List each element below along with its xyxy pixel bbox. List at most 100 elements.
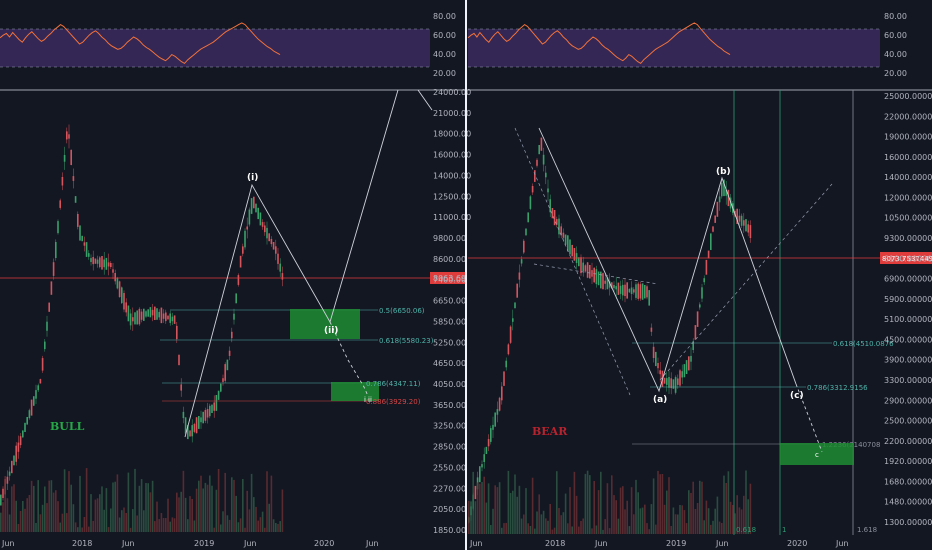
candle-body bbox=[556, 219, 558, 225]
volume-bar bbox=[8, 514, 11, 532]
volume-bar bbox=[622, 486, 624, 534]
right-price-tick: 5900.00000000 bbox=[884, 295, 932, 304]
volume-bar bbox=[169, 521, 171, 532]
left-time-tick: Jun bbox=[1, 539, 15, 548]
volume-bar bbox=[165, 518, 167, 532]
volume-bar bbox=[575, 495, 578, 534]
candle-body bbox=[569, 239, 571, 255]
candle-body bbox=[178, 354, 180, 366]
volume-bar bbox=[536, 511, 538, 534]
candle-body bbox=[90, 258, 92, 262]
candle-body bbox=[59, 200, 61, 208]
volume-bar bbox=[237, 522, 240, 532]
volume-bar bbox=[696, 503, 699, 534]
left-time-tick: Jun bbox=[121, 539, 135, 548]
candle-body bbox=[279, 263, 281, 272]
candle-body bbox=[652, 346, 655, 358]
candle-body bbox=[591, 270, 593, 277]
candle-body bbox=[33, 396, 35, 406]
left-rsi-tick: 40.00 bbox=[433, 50, 456, 59]
candle-body bbox=[553, 210, 556, 226]
volume-bar bbox=[512, 490, 514, 534]
right-chart-panel[interactable]: 80.00 60.00 40.00 20.00 8073.75374498 0.618… bbox=[467, 12, 932, 548]
right-target-zone[interactable] bbox=[780, 443, 854, 465]
volume-bar bbox=[569, 487, 571, 534]
candle-body bbox=[147, 309, 149, 317]
volume-bar bbox=[147, 483, 149, 532]
candle-body bbox=[551, 208, 554, 219]
volume-bar bbox=[50, 480, 53, 532]
candle-body bbox=[503, 371, 505, 386]
volume-bar bbox=[279, 521, 281, 532]
volume-bar bbox=[560, 515, 562, 534]
candle-body bbox=[595, 269, 598, 285]
right-scenario-label: BEAR bbox=[532, 425, 568, 438]
candle-body bbox=[110, 263, 112, 267]
volume-bar bbox=[567, 523, 569, 534]
candle-body bbox=[79, 225, 81, 241]
candle-body bbox=[602, 273, 604, 290]
candle-body bbox=[738, 215, 741, 222]
volume-bar bbox=[615, 500, 617, 534]
volume-bar bbox=[206, 484, 209, 532]
candle-body bbox=[63, 155, 66, 162]
volume-bar bbox=[732, 505, 734, 534]
volume-bar bbox=[213, 527, 215, 532]
candle-body bbox=[55, 242, 57, 258]
candle-body bbox=[123, 293, 125, 310]
candle-body bbox=[233, 313, 235, 320]
volume-bar bbox=[470, 502, 472, 534]
candle-body bbox=[57, 221, 59, 234]
candle-body bbox=[534, 170, 536, 182]
candle-body bbox=[248, 209, 251, 225]
volume-bar bbox=[224, 472, 226, 532]
right-time-tick: 2019 bbox=[666, 539, 686, 548]
volume-bar bbox=[705, 500, 708, 534]
volume-bar bbox=[116, 474, 119, 532]
right-time-fib-label-2: 1.618 bbox=[857, 526, 877, 534]
left-price-tick: 3250.00 bbox=[433, 422, 466, 431]
volume-bar bbox=[578, 526, 580, 534]
volume-bar bbox=[90, 494, 92, 532]
candle-body bbox=[685, 360, 688, 374]
left-chart-panel[interactable]: 80.00 60.00 40.00 20.00 8063.69 0.5(6650.06… bbox=[0, 12, 471, 548]
volume-bar bbox=[580, 521, 582, 534]
candle-body bbox=[85, 242, 88, 257]
candle-body bbox=[143, 308, 145, 321]
left-time-tick: 2020 bbox=[314, 539, 334, 548]
volume-bar bbox=[96, 498, 99, 532]
candle-body bbox=[68, 134, 70, 139]
candle-body bbox=[158, 311, 160, 318]
left-rsi-axis: 80.00 60.00 40.00 20.00 bbox=[433, 12, 456, 78]
left-rsi-tick: 80.00 bbox=[433, 12, 456, 21]
candle-body bbox=[94, 258, 97, 264]
volume-bar bbox=[184, 497, 187, 532]
candle-body bbox=[259, 212, 262, 226]
candle-body bbox=[112, 269, 114, 273]
candle-body bbox=[127, 305, 130, 322]
candle-body bbox=[657, 363, 659, 369]
candle-body bbox=[114, 273, 116, 282]
candle-body bbox=[479, 466, 481, 483]
right-rsi-band bbox=[468, 29, 880, 67]
volume-bar bbox=[182, 470, 185, 532]
candle-body bbox=[589, 265, 591, 279]
volume-bar bbox=[77, 527, 79, 532]
candle-body bbox=[604, 280, 606, 284]
left-time-tick: Jun bbox=[243, 539, 257, 548]
volume-bar bbox=[701, 481, 703, 534]
right-current-price-label: 8073.75374498 bbox=[882, 255, 932, 263]
candle-body bbox=[663, 377, 666, 384]
volume-bar bbox=[55, 490, 57, 532]
volume-bar bbox=[231, 477, 233, 532]
right-price-tick: 1480.00000000 bbox=[884, 498, 932, 507]
candle-body bbox=[266, 227, 268, 239]
candle-body bbox=[666, 378, 668, 385]
candle-body bbox=[696, 311, 699, 327]
volume-bar bbox=[176, 492, 178, 532]
volume-bar bbox=[15, 500, 17, 532]
left-target-zone-lower[interactable] bbox=[331, 382, 379, 401]
candle-body bbox=[507, 344, 510, 355]
volume-bar bbox=[481, 482, 483, 534]
volume-bar bbox=[525, 488, 527, 534]
